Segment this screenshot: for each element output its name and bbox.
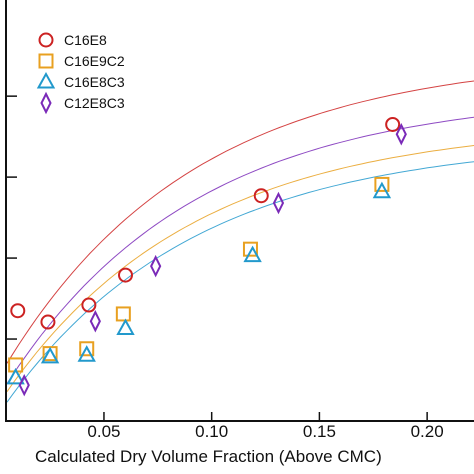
data-point-c16e9c2 — [242, 241, 258, 257]
x-tick-label: 0.05 — [87, 422, 120, 441]
data-point-c16e8 — [253, 188, 269, 204]
fit-curve-c16e8c3 — [6, 161, 474, 403]
legend-marker-c16e9c2 — [38, 53, 54, 69]
legend-marker-c12e8c3 — [40, 91, 52, 115]
legend: C16E8 C16E9C2 C16E8C3 C12E8C3 — [36, 32, 125, 115]
data-point-c16e8 — [81, 297, 97, 313]
data-point-c12e8c3 — [395, 122, 407, 146]
x-tick-label: 0.15 — [303, 422, 336, 441]
plot-frame — [5, 0, 474, 422]
data-point-c12e8c3 — [89, 309, 101, 333]
x-axis-ticks: 0.05 0.10 0.15 0.20 — [87, 412, 444, 441]
data-point-c16e8c3 — [6, 367, 25, 385]
data-point-c16e9c2 — [79, 341, 95, 357]
data-point-c12e8c3 — [18, 373, 30, 397]
data-point-c16e8c3 — [40, 346, 60, 364]
legend-label-c16e8c3: C16E8C3 — [64, 74, 125, 90]
x-axis-title: Calculated Dry Volume Fraction (Above CM… — [35, 447, 382, 466]
data-point-c16e9c2 — [115, 306, 131, 322]
legend-marker-c16e8 — [38, 32, 54, 48]
fit-curve-c16e8 — [6, 80, 474, 364]
data-point-c12e8c3 — [150, 254, 162, 278]
data-markers — [6, 116, 407, 397]
data-point-c16e8c3 — [243, 245, 262, 263]
data-point-c16e8 — [10, 303, 26, 319]
data-point-c16e8 — [118, 267, 133, 283]
data-point-c12e8c3 — [272, 191, 285, 215]
y-axis-ticks — [7, 95, 17, 340]
legend-marker-c16e8c3 — [36, 71, 56, 89]
data-point-c16e8c3 — [116, 318, 135, 336]
x-tick-label: 0.10 — [195, 422, 228, 441]
data-point-c16e8 — [40, 314, 56, 330]
x-tick-label: 0.20 — [411, 422, 444, 441]
data-point-c16e8c3 — [372, 181, 392, 199]
data-point-c16e9c2 — [374, 176, 390, 192]
legend-label-c16e8: C16E8 — [64, 32, 107, 48]
legend-label-c12e8c3: C12E8C3 — [64, 95, 125, 111]
legend-label-c16e9c2: C16E9C2 — [64, 53, 125, 69]
data-point-c16e8 — [385, 116, 401, 132]
data-point-c16e8c3 — [77, 345, 96, 362]
